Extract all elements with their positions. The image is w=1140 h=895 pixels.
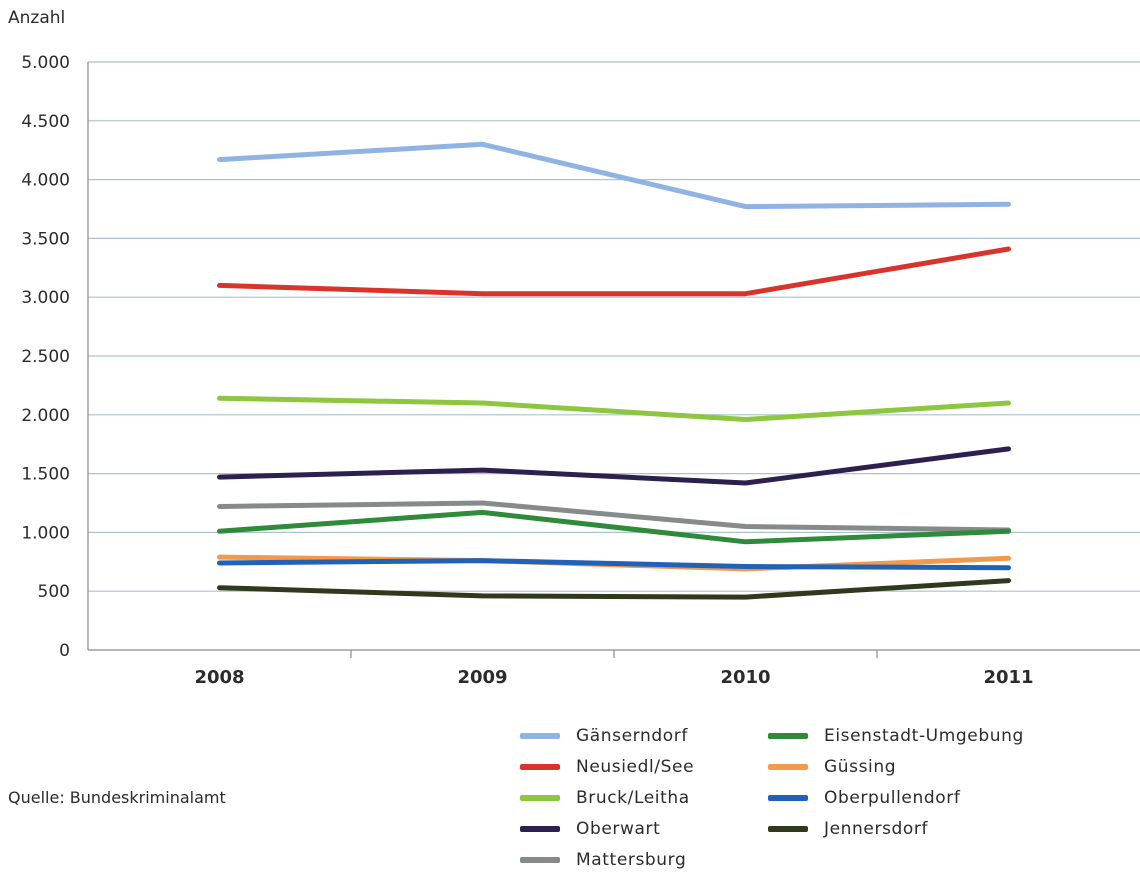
y-tick-label: 2.000 (21, 406, 70, 426)
y-tick-label: 500 (38, 582, 70, 602)
series-line (217, 558, 1011, 571)
legend-swatch (768, 795, 808, 801)
legend-label: Oberwart (576, 819, 661, 839)
series-line (217, 578, 1011, 600)
y-tick-label: 0 (59, 641, 70, 661)
y-tick-label: 1.500 (21, 465, 70, 485)
legend-swatch (520, 795, 560, 801)
y-tick-label: 2.500 (21, 347, 70, 367)
y-tick-label: 4.500 (21, 112, 70, 132)
x-tick-label: 2011 (983, 667, 1033, 688)
legend-item: Oberwart (520, 815, 660, 843)
legend-swatch (768, 764, 808, 770)
legend-item: Mattersburg (520, 846, 686, 874)
x-tick-label: 2009 (457, 667, 507, 688)
y-tick-label: 3.500 (21, 229, 70, 249)
legend-swatch (768, 733, 808, 739)
legend-swatch (520, 733, 560, 739)
legend-label: Oberpullendorf (824, 788, 961, 808)
series-line (217, 509, 1011, 545)
series-line (217, 395, 1011, 422)
y-tick-label: 1.000 (21, 523, 70, 543)
x-tick-labels: 2008 2009 2010 2011 (194, 667, 1033, 688)
series-line (217, 500, 1011, 533)
legend-item: Oberpullendorf (768, 784, 960, 812)
legend-item: Neusiedl/See (520, 753, 694, 781)
y-tick-label: 3.000 (21, 288, 70, 308)
legend-item: Bruck/Leitha (520, 784, 690, 812)
chart-plot: 0 500 1.000 1.500 2.000 2.500 3.000 3.500 4.000 4… (21, 53, 1140, 688)
series-line (217, 246, 1011, 297)
legend-label: Mattersburg (576, 850, 687, 870)
axes (87, 62, 1140, 658)
legend-label: Gänserndorf (576, 726, 688, 746)
grid-lines (88, 61, 1140, 592)
legend-label: Neusiedl/See (576, 757, 695, 777)
y-tick-label: 5.000 (21, 53, 70, 73)
legend-label: Güssing (824, 757, 897, 777)
legend-swatch (520, 764, 560, 770)
series-line (217, 141, 1011, 210)
y-tick-labels: 0 500 1.000 1.500 2.000 2.500 3.000 3.500 4.000 4… (21, 53, 70, 661)
y-axis-label: Anzahl (8, 8, 66, 28)
legend: Gänserndorf Neusiedl/See Bruck/Leitha Oberw… (520, 722, 1080, 892)
legend-item: Jennersdorf (768, 815, 928, 843)
series-line (217, 446, 1011, 486)
legend-item: Güssing (768, 753, 896, 781)
legend-label: Bruck/Leitha (576, 788, 690, 808)
legend-label: Eisenstadt-Umgebung (824, 726, 1024, 746)
series-lines (217, 141, 1011, 600)
legend-swatch (520, 826, 560, 832)
legend-swatch (520, 857, 560, 863)
x-tick-label: 2010 (720, 667, 770, 688)
x-tick-label: 2008 (194, 667, 244, 688)
legend-swatch (768, 826, 808, 832)
source-note: Quelle: Bundeskriminalamt (8, 788, 226, 807)
y-tick-label: 4.000 (21, 171, 70, 191)
legend-item: Gänserndorf (520, 722, 688, 750)
legend-item: Eisenstadt-Umgebung (768, 722, 1024, 750)
legend-label: Jennersdorf (824, 819, 929, 839)
